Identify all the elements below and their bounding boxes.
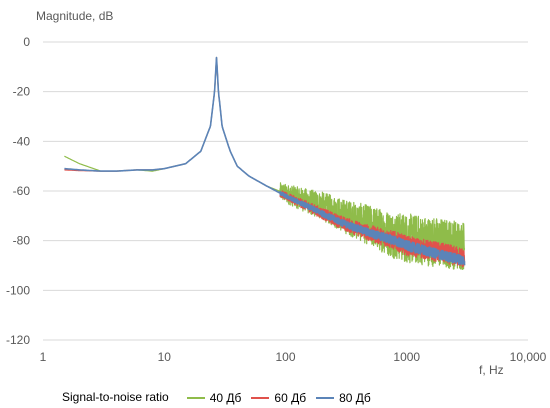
x-tick-label: 10 bbox=[158, 350, 172, 364]
x-tick-label: 1000 bbox=[393, 350, 420, 364]
chart: 0 -20 -40 -60 -80 -100 -120 1 10 100 1000 10,000 M… bbox=[6, 9, 547, 377]
y-tick-label: -60 bbox=[13, 184, 31, 198]
y-tick-label: -40 bbox=[13, 134, 31, 148]
legend-label: 60 Дб bbox=[274, 391, 307, 405]
x-tick-label: 100 bbox=[275, 350, 295, 364]
y-tick-label: -120 bbox=[6, 333, 30, 347]
y-tick-labels: 0 -20 -40 -60 -80 -100 -120 bbox=[6, 35, 30, 347]
legend-swatch bbox=[251, 397, 270, 399]
grid-lines bbox=[43, 41, 528, 341]
legend-item-1: 40 Дб bbox=[186, 391, 242, 405]
legend-items: 40 Дб 60 Дб 80 Дб bbox=[186, 388, 381, 405]
legend-swatch bbox=[316, 397, 335, 399]
x-tick-label: 10,000 bbox=[510, 350, 547, 364]
series-lines bbox=[64, 56, 466, 270]
y-tick-label: -20 bbox=[13, 85, 31, 99]
legend-swatch bbox=[186, 397, 205, 399]
y-tick-label: 0 bbox=[23, 35, 30, 49]
legend-label: 80 Дб bbox=[339, 391, 371, 405]
legend-item-3: 80 Дб bbox=[316, 391, 371, 405]
legend: Signal-to-noise ratio 40 Дб 60 Дб 80 Дб bbox=[62, 388, 381, 406]
x-tick-label: 1 bbox=[40, 350, 47, 364]
legend-title: Signal-to-noise ratio bbox=[62, 389, 169, 404]
x-tick-labels: 1 10 100 1000 10,000 bbox=[40, 350, 547, 364]
y-axis-title: Magnitude, dB bbox=[36, 9, 113, 23]
y-tick-label: -80 bbox=[13, 234, 31, 248]
legend-item-2: 60 Дб bbox=[251, 391, 306, 405]
series-line-3 bbox=[64, 56, 466, 266]
y-tick-label: -100 bbox=[6, 283, 30, 297]
series-line-2 bbox=[64, 56, 466, 268]
legend-label: 40 Дб bbox=[209, 391, 242, 405]
x-axis-title: f, Hz bbox=[479, 363, 504, 377]
